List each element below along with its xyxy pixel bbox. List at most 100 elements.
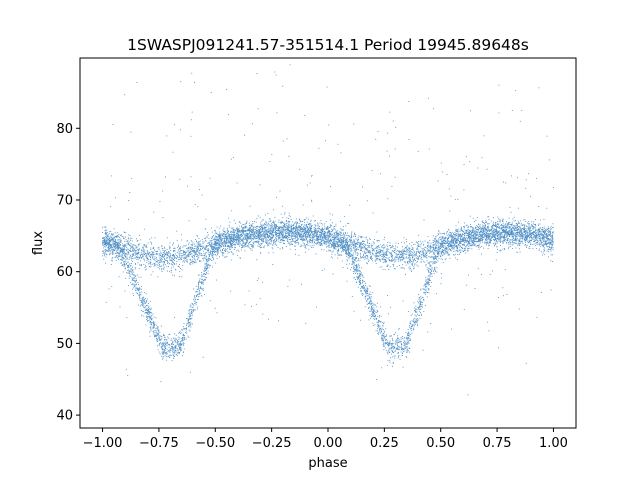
data-point [138,288,140,290]
data-point [345,234,347,236]
data-point [501,232,503,234]
data-point [143,301,145,303]
data-point [506,225,508,227]
data-point [505,227,507,229]
data-point [206,252,208,254]
data-point [107,242,109,244]
data-point [105,240,107,242]
data-point [219,236,220,238]
data-point [449,245,451,247]
data-point [474,238,475,240]
data-point [281,247,283,248]
data-point [244,235,246,237]
data-point [518,228,520,229]
data-point [443,232,445,234]
data-point [161,355,163,357]
data-point [546,235,548,237]
data-point [216,258,218,260]
data-point [535,237,537,239]
data-point [241,247,243,248]
data-point [319,236,321,238]
data-point [530,233,532,235]
data-point [249,227,251,229]
data-point [141,253,143,255]
data-point [305,224,307,226]
data-point [222,238,224,239]
data-point [473,240,475,242]
data-point [310,234,312,236]
data-point [347,235,349,236]
data-point [147,317,149,319]
data-point [193,310,195,311]
data-point [432,246,434,248]
data-point [291,228,292,230]
data-point [454,240,456,242]
data-point [205,258,207,260]
data-point [548,234,550,236]
data-point [391,246,393,248]
data-point [363,256,365,258]
data-point [141,253,143,255]
data-point [390,342,392,344]
data-point [207,249,209,251]
data-point [244,226,246,228]
data-point [385,335,387,337]
data-point [307,227,309,229]
data-point [533,237,534,239]
data-point [293,241,295,243]
data-point [102,238,104,239]
data-point [223,230,225,232]
data-point [482,239,484,240]
data-point [345,249,347,251]
data-point [306,237,308,239]
data-point [462,233,463,235]
data-point [417,319,419,321]
data-point [407,335,409,337]
data-point [467,236,469,238]
data-point [127,242,129,244]
data-point [327,228,329,230]
data-point [450,240,452,241]
data-point [196,296,198,298]
data-point [460,251,462,253]
data-point [364,282,366,284]
data-point [146,316,148,318]
data-point [138,245,140,247]
data-point [269,225,271,227]
data-point [459,233,461,235]
data-point [463,236,465,238]
data-point [425,291,427,293]
data-point [371,258,373,260]
data-point [419,314,420,316]
data-point [202,246,204,248]
data-point [231,246,233,248]
data-point [357,277,359,279]
data-point [202,275,204,277]
data-point [155,258,157,259]
data-point [181,269,183,271]
data-point [217,238,219,240]
data-point [273,241,275,243]
data-point [126,263,127,264]
data-point [150,266,152,268]
data-point [529,241,531,243]
data-point [288,224,290,226]
data-point [249,241,251,243]
data-point [391,346,393,348]
data-point [443,253,445,255]
data-point [176,255,178,257]
data-point [466,240,468,242]
data-point [240,243,242,245]
data-point [292,238,294,240]
data-point [376,245,378,247]
data-point [407,341,408,343]
data-point [315,228,317,230]
data-point [159,339,160,341]
data-point [427,270,429,271]
data-point [360,256,361,258]
data-point [367,252,369,254]
data-point [257,215,259,217]
data-point [425,281,427,282]
data-point [410,326,412,327]
data-point [262,227,263,229]
